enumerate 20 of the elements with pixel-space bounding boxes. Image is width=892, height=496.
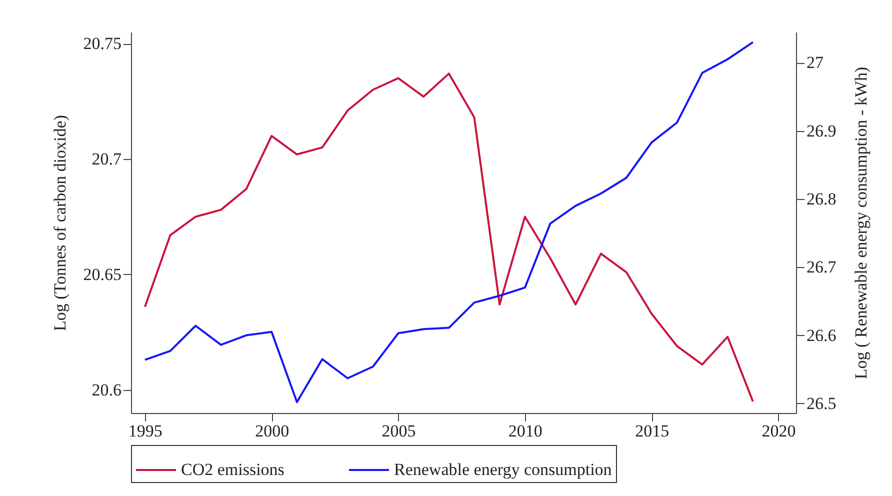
y2-tick-label: 26.6 — [806, 326, 836, 345]
x-tick-label: 2005 — [382, 422, 416, 440]
y2-tick-label: 26.7 — [806, 258, 837, 277]
legend-label: CO2 emissions — [181, 460, 284, 479]
y2-tick-label: 27 — [806, 53, 824, 72]
y2-tick-label: 26.5 — [806, 394, 836, 413]
x-tick-label: 2000 — [255, 422, 290, 440]
y-tick-label: 20.7 — [92, 150, 122, 168]
y2-tick-label: 26.8 — [806, 189, 836, 208]
x-tick-label: 1995 — [128, 422, 162, 440]
y2-axis-title: Log ( Renewable energy consumption - kWh) — [851, 66, 870, 380]
x-tick-label: 2020 — [762, 422, 796, 440]
y2-tick-label: 26.9 — [806, 121, 836, 140]
y-tick-label: 20.65 — [83, 264, 122, 284]
legend-label: Renewable energy consumption — [394, 460, 612, 479]
y-tick-label: 20.75 — [83, 34, 122, 54]
y-tick-label: 20.6 — [92, 380, 122, 400]
x-tick-label: 2010 — [508, 422, 542, 440]
y-axis-title: Log (Tonnes of carbon dioxide) — [50, 115, 70, 331]
x-tick-label: 2015 — [635, 422, 670, 440]
